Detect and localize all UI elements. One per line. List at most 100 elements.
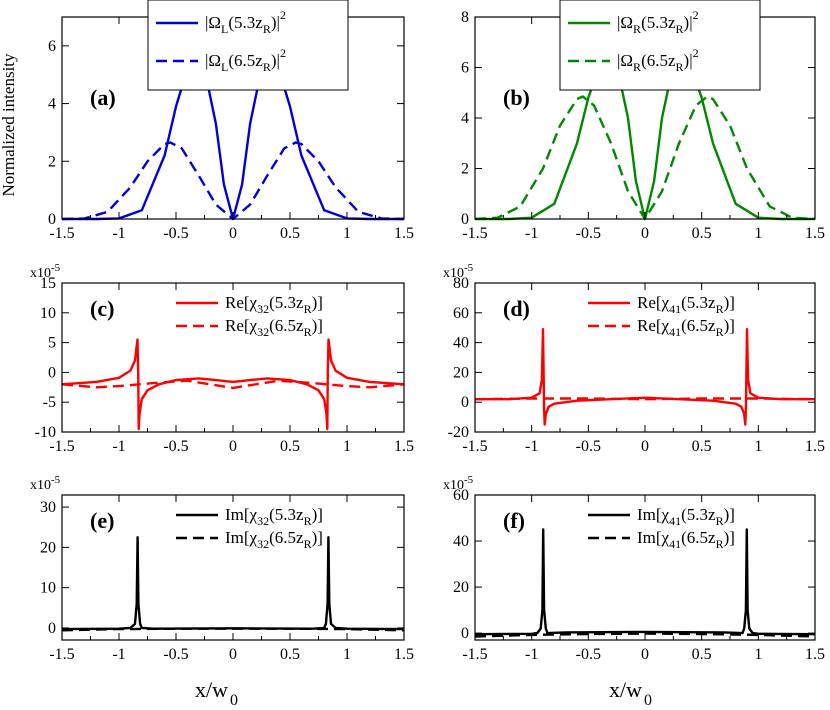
series-line-e-2 bbox=[61, 627, 405, 632]
y-tick-label-d-3: 40 bbox=[453, 335, 469, 352]
y-tick-label-c-5: 15 bbox=[40, 275, 56, 292]
x-tick-label-d-4: 0.5 bbox=[692, 438, 712, 455]
x-tick-label-e-6: 1.5 bbox=[394, 646, 414, 663]
legend-entry-f-2: Im[χ41(6.5zR)] bbox=[637, 528, 735, 551]
svg-text:x/w: x/w bbox=[609, 677, 642, 702]
x-tick-label-d-0: -1.5 bbox=[462, 438, 487, 455]
x-tick-label-b-2: -0.5 bbox=[576, 225, 601, 242]
x-tick-label-f-5: 1 bbox=[754, 646, 762, 663]
panel-label-f: (f) bbox=[503, 508, 525, 533]
x-tick-label-d-6: 1.5 bbox=[805, 438, 825, 455]
x-tick-label-a-2: -0.5 bbox=[163, 225, 188, 242]
y-tick-label-a-0: 0 bbox=[48, 211, 56, 228]
y-tick-label-b-1: 2 bbox=[461, 161, 469, 178]
legend-box-b bbox=[559, 0, 761, 91]
x-tick-label-d-3: 0 bbox=[641, 438, 649, 455]
x-tick-label-d-2: -0.5 bbox=[576, 438, 601, 455]
x-tick-label-d-5: 1 bbox=[754, 438, 762, 455]
x-tick-label-b-0: -1.5 bbox=[462, 225, 487, 242]
x-tick-label-e-5: 1 bbox=[343, 646, 351, 663]
legend-entry-e-2: Im[χ32(6.5zR)] bbox=[225, 528, 323, 551]
x-tick-label-f-1: -1 bbox=[525, 646, 538, 663]
x-axis-label-subscript-right: 0 bbox=[644, 692, 652, 709]
legend-box-a bbox=[147, 0, 349, 91]
x-tick-label-a-1: -1 bbox=[112, 225, 125, 242]
legend-entry-b-2: |ΩR(6.5zR)|2 bbox=[617, 46, 699, 74]
x-tick-label-c-4: 0.5 bbox=[280, 438, 300, 455]
x-axis-label-subscript: 0 bbox=[230, 692, 238, 709]
y-tick-label-a-2: 4 bbox=[48, 96, 56, 113]
x-tick-label-a-0: -1.5 bbox=[49, 225, 74, 242]
y-tick-label-a-1: 2 bbox=[48, 153, 56, 170]
x-tick-label-f-6: 1.5 bbox=[805, 646, 825, 663]
legend-entry-b-1: |ΩR(5.3zR)|2 bbox=[617, 8, 699, 36]
x-tick-label-f-3: 0 bbox=[641, 646, 649, 663]
x-tick-label-e-1: -1 bbox=[112, 646, 125, 663]
y-tick-label-c-1: -5 bbox=[43, 394, 56, 411]
x-tick-label-e-4: 0.5 bbox=[280, 646, 300, 663]
series-line-e-1 bbox=[61, 536, 405, 631]
y-tick-label-e-1: 10 bbox=[40, 580, 56, 597]
x-tick-label-b-6: 1.5 bbox=[805, 225, 825, 242]
legend-entry-f-1: Im[χ41(5.3zR)] bbox=[637, 505, 735, 528]
legend-entry-d-2: Re[χ41(6.5zR)] bbox=[637, 316, 735, 339]
y-tick-label-a-3: 6 bbox=[48, 38, 56, 55]
y-tick-label-b-0: 0 bbox=[461, 211, 469, 228]
y-tick-label-b-3: 6 bbox=[461, 60, 469, 77]
panel-label-d: (d) bbox=[503, 296, 530, 321]
y-tick-label-d-5: 80 bbox=[453, 275, 469, 292]
panel-label-a: (a) bbox=[90, 85, 116, 110]
y-tick-label-d-0: -20 bbox=[448, 424, 469, 441]
x-tick-label-a-6: 1.5 bbox=[394, 225, 414, 242]
panel-label-b: (b) bbox=[503, 85, 530, 110]
x-tick-label-c-2: -0.5 bbox=[163, 438, 188, 455]
x-tick-label-e-0: -1.5 bbox=[49, 646, 74, 663]
y-tick-label-c-0: -10 bbox=[35, 424, 56, 441]
y-tick-label-c-4: 10 bbox=[40, 305, 56, 322]
x-tick-label-f-2: -0.5 bbox=[576, 646, 601, 663]
x-tick-label-c-0: -1.5 bbox=[49, 438, 74, 455]
x-axis-label-main: x/w bbox=[195, 677, 228, 702]
svg-text:0: 0 bbox=[230, 692, 238, 709]
y-tick-label-c-2: 0 bbox=[48, 364, 56, 381]
y-tick-label-d-1: 0 bbox=[461, 394, 469, 411]
series-line-b-2 bbox=[474, 95, 816, 221]
legend-entry-a-1: |ΩL(5.3zR)|2 bbox=[205, 8, 286, 36]
x-tick-label-b-5: 1 bbox=[754, 225, 762, 242]
x-tick-label-f-0: -1.5 bbox=[462, 646, 487, 663]
x-tick-label-e-2: -0.5 bbox=[163, 646, 188, 663]
y-tick-label-f-3: 60 bbox=[453, 487, 469, 504]
panel-label-e: (e) bbox=[90, 508, 114, 533]
x-tick-label-a-4: 0.5 bbox=[280, 225, 300, 242]
y-tick-label-e-0: 0 bbox=[48, 620, 56, 637]
panel-e: -1.5 -1 -0.5 0 0.5 1 1.5 0 10 20 30 x10-5 (e) Im[χ32(… bbox=[30, 474, 414, 663]
x-tick-label-c-1: -1 bbox=[112, 438, 125, 455]
series-line-c-2 bbox=[61, 379, 405, 390]
x-tick-label-c-5: 1 bbox=[343, 438, 351, 455]
panel-b: -1.5 -1 -0.5 0 0.5 1 1.5 0 2 4 6 8 (b) |ΩR(5.3zR)|2 |Ω… bbox=[461, 0, 825, 242]
series-line-d-2 bbox=[474, 397, 816, 401]
legend-entry-d-1: Re[χ41(5.3zR)] bbox=[637, 293, 735, 316]
svg-text:0: 0 bbox=[644, 692, 652, 709]
y-multiplier-f: x10-5 bbox=[443, 474, 474, 493]
y-tick-label-f-0: 0 bbox=[461, 625, 469, 642]
y-axis-label: Normalized intensity bbox=[0, 53, 18, 197]
x-tick-label-f-4: 0.5 bbox=[692, 646, 712, 663]
legend-entry-a-2: |ΩL(6.5zR)|2 bbox=[205, 46, 286, 74]
y-tick-label-d-2: 20 bbox=[453, 364, 469, 381]
x-tick-label-d-1: -1 bbox=[525, 438, 538, 455]
series-line-c-1 bbox=[61, 338, 405, 431]
x-tick-label-a-5: 1 bbox=[343, 225, 351, 242]
y-tick-label-e-2: 20 bbox=[40, 539, 56, 556]
y-tick-label-b-2: 4 bbox=[461, 110, 469, 127]
x-axis-label-right: x/w 0 bbox=[609, 677, 652, 709]
series-line-f-1 bbox=[474, 528, 816, 636]
x-tick-label-c-6: 1.5 bbox=[394, 438, 414, 455]
panels: -1.5 -1 -0.5 0 0.5 1 1.5 0 2 4 6 (a) |ΩL(5.3zR)|2 |ΩL… bbox=[30, 0, 825, 663]
x-tick-label-a-3: 0 bbox=[229, 225, 237, 242]
y-tick-label-f-2: 40 bbox=[453, 533, 469, 550]
